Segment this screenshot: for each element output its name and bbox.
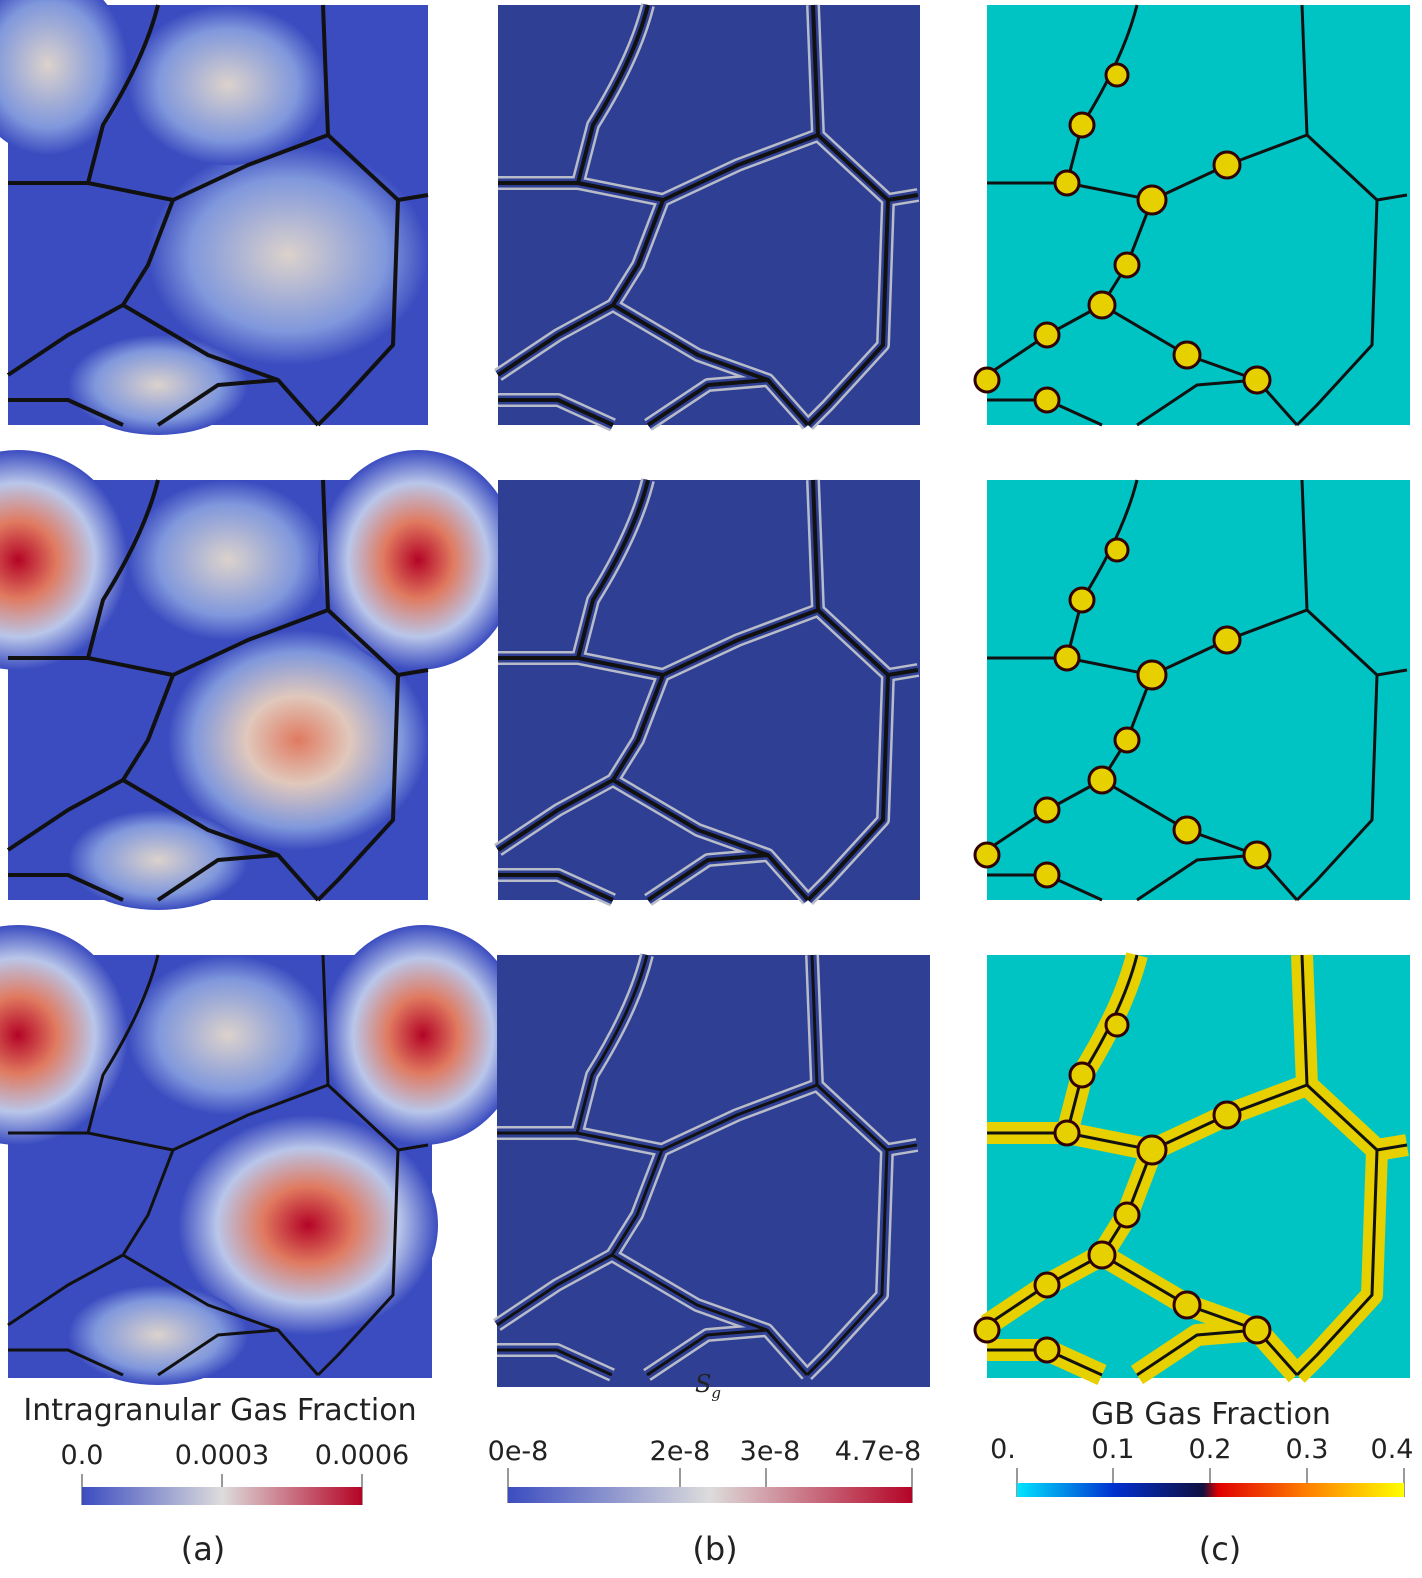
color-scale [82, 1487, 362, 1505]
panel-label: (a) [181, 1530, 226, 1568]
subscript: g [711, 1384, 721, 1402]
colorbar-title: Intragranular Gas Fraction [23, 1393, 416, 1428]
tick-label: 2e-8 [650, 1436, 711, 1467]
tick-label: 0. [990, 1434, 1016, 1465]
tick-label: 0.4 [1371, 1434, 1414, 1465]
tick-label: 0.0003 [175, 1440, 269, 1471]
color-scale [1017, 1483, 1404, 1497]
panel-c [973, 3, 1410, 1378]
tick-label: 0.3 [1286, 1434, 1329, 1465]
tick-label: 0.0006 [315, 1440, 409, 1471]
colorbar-title: Sg [695, 1370, 721, 1402]
colorbar-b: Sg 0e-8 2e-8 3e-8 4.7e-8 [488, 1370, 921, 1503]
tick-label: 4.7e-8 [835, 1436, 921, 1467]
panel-a [0, 0, 523, 1385]
color-scale [508, 1487, 912, 1503]
tick-label: 3e-8 [740, 1436, 801, 1467]
tick-label: 0.0 [61, 1440, 104, 1471]
panel-b [497, 5, 930, 1387]
colorbar-a: Intragranular Gas Fraction 0.0 0.0003 0.… [23, 1393, 417, 1505]
tick-label: 0.1 [1092, 1434, 1135, 1465]
colorbar-c: GB Gas Fraction 0. 0.1 0.2 0.3 0.4 [990, 1397, 1413, 1497]
panel-label: (b) [692, 1530, 737, 1568]
panel-label: (c) [1199, 1530, 1242, 1568]
tick-label: 0.2 [1189, 1434, 1232, 1465]
tick-label: 0e-8 [488, 1436, 549, 1467]
colorbar-title: GB Gas Fraction [1091, 1397, 1331, 1432]
symbol: S [695, 1370, 711, 1398]
